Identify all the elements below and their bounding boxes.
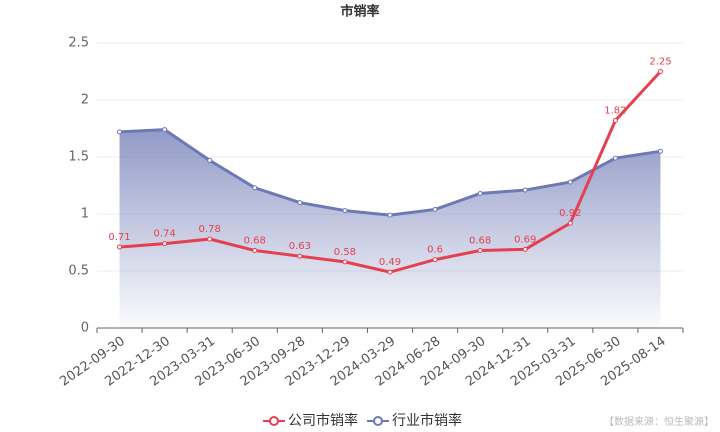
- area: [119, 129, 661, 328]
- point: [612, 118, 618, 124]
- legend-swatch: [373, 416, 383, 426]
- legend-label: 行业市销率: [392, 412, 462, 429]
- y-tick-label: 0.5: [68, 264, 89, 279]
- data-label: 2.25: [649, 57, 671, 68]
- point: [387, 269, 393, 275]
- point: [657, 148, 663, 154]
- point: [162, 127, 168, 133]
- point: [432, 206, 438, 212]
- data-label: 0.71: [108, 232, 130, 243]
- data-label: 0.74: [153, 229, 175, 240]
- point: [612, 155, 618, 161]
- data-label: 0.92: [559, 208, 581, 219]
- point: [117, 244, 123, 250]
- point: [522, 246, 528, 252]
- data-label: 0.68: [469, 235, 491, 246]
- legend-swatch: [269, 416, 279, 426]
- legend-label: 公司市销率: [288, 412, 358, 429]
- y-tick-label: 0: [81, 321, 89, 336]
- point: [117, 129, 123, 135]
- source-note: 【数据来源：恒生聚源】: [604, 415, 714, 428]
- point: [162, 241, 168, 247]
- point: [342, 259, 348, 265]
- data-label: 0.69: [514, 234, 536, 245]
- data-label: 0.49: [379, 257, 401, 268]
- point: [252, 185, 258, 191]
- point: [477, 190, 483, 196]
- data-label: 0.58: [334, 247, 356, 258]
- data-label: 0.68: [244, 235, 266, 246]
- point: [297, 200, 303, 206]
- point: [252, 247, 258, 253]
- point: [522, 187, 528, 193]
- y-tick-label: 2.5: [68, 36, 89, 51]
- point: [342, 208, 348, 214]
- point: [567, 220, 573, 226]
- y-tick-label: 1.5: [68, 150, 89, 165]
- point: [567, 179, 573, 185]
- point: [207, 236, 213, 242]
- y-tick-label: 1: [81, 207, 89, 222]
- point: [387, 212, 393, 218]
- point: [477, 247, 483, 253]
- data-label: 0.78: [199, 224, 221, 235]
- point: [297, 253, 303, 259]
- point: [657, 69, 663, 74]
- y-tick-label: 2: [81, 93, 89, 108]
- data-label: 0.63: [289, 241, 311, 252]
- point: [207, 157, 213, 163]
- point: [432, 257, 438, 263]
- chart-title: 市销率: [340, 4, 379, 20]
- data-label: 1.82: [604, 106, 626, 117]
- data-label: 0.6: [427, 245, 443, 256]
